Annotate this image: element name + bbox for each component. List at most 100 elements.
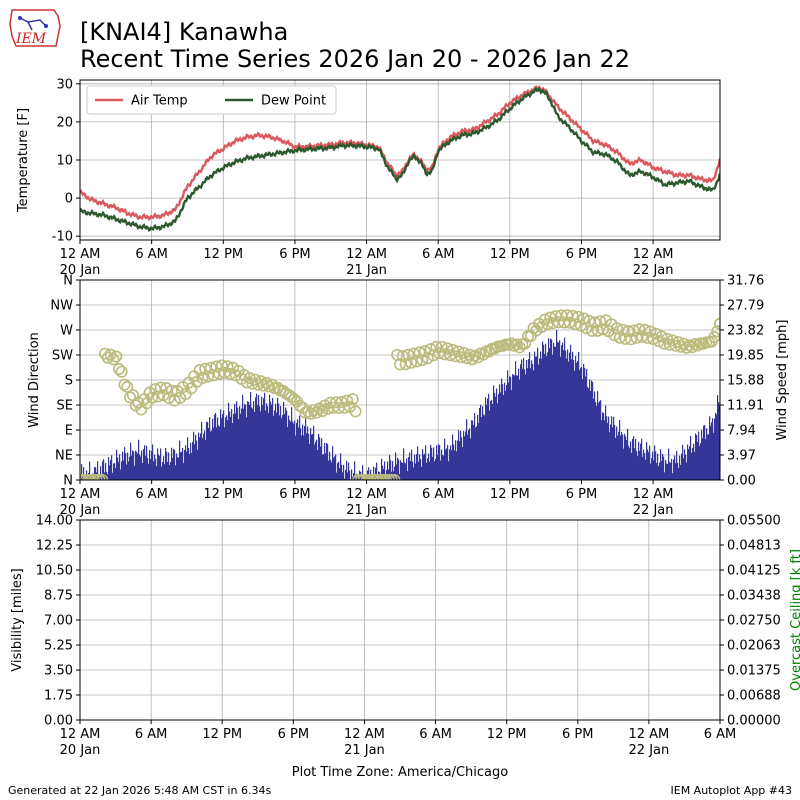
wind-speed-bar	[283, 401, 285, 480]
wind-speed-bar	[211, 430, 213, 480]
wind-speed-bar	[519, 379, 521, 480]
wind-speed-bar	[286, 410, 288, 480]
wind-speed-bar	[432, 456, 434, 480]
wind-speed-bar	[552, 354, 554, 480]
wind-dir-point	[199, 362, 212, 375]
wind-speed-bar	[345, 469, 347, 480]
wind-speed-bar	[555, 346, 557, 480]
chart-subtitle: Recent Time Series 2026 Jan 20 - 2026 Ja…	[80, 45, 631, 73]
wind-xtick-label-0: 12 AM	[60, 487, 101, 502]
wind-speed-bar	[431, 447, 433, 480]
wind-speed-bar	[451, 450, 453, 480]
wind-speed-bar	[583, 363, 585, 480]
wind-speed-bar	[447, 445, 449, 480]
wind-speed-bar	[541, 358, 543, 480]
wind-speed-bar	[281, 418, 283, 480]
temp-ytick-label-1: 0	[65, 192, 73, 207]
wind-dir-point	[221, 360, 234, 373]
wind-speed-bar	[132, 450, 134, 480]
wind-ytick-right-label-8: 31.76	[727, 274, 764, 289]
wind-speed-bar	[472, 420, 474, 480]
wind-speed-bar	[294, 420, 296, 480]
wind-speed-bar	[625, 436, 627, 480]
wind-speed-bar	[716, 414, 718, 480]
wind-speed-bar	[288, 415, 290, 480]
wind-dir-point	[649, 327, 662, 340]
vis-xtick-label-4: 12 AM	[344, 727, 385, 742]
wind-speed-bar	[507, 370, 509, 480]
wind-speed-bar	[546, 356, 548, 480]
wind-speed-bar	[635, 439, 637, 480]
wind-speed-bar	[703, 425, 705, 480]
wind-dir-point	[346, 393, 359, 406]
wind-speed-bar	[441, 449, 443, 480]
wind-speed-bar	[408, 456, 410, 480]
wind-speed-bar	[707, 434, 709, 480]
wind-speed-bar	[173, 448, 175, 480]
wind-speed-bar	[246, 417, 248, 480]
wind-speed-bar	[313, 425, 315, 480]
wind-speed-bar	[593, 398, 595, 480]
legend-label-1: Dew Point	[261, 94, 326, 109]
wind-speed-bar	[134, 465, 136, 480]
wind-speed-bar	[629, 447, 631, 480]
wind-speed-bar	[655, 451, 657, 480]
wind-speed-bar	[347, 472, 349, 480]
wind-speed-bar	[265, 410, 267, 480]
wind-speed-bar	[688, 449, 690, 480]
wind-speed-bar	[460, 430, 462, 480]
wind-ytick-right-label-7: 27.79	[727, 299, 764, 314]
wind-speed-bar	[427, 458, 429, 480]
wind-speed-bar	[585, 376, 587, 480]
wind-speed-bar	[631, 452, 633, 480]
wind-speed-bar	[228, 402, 230, 480]
wind-speed-bar	[327, 444, 329, 480]
vis-ytick-right-label-4: 0.02750	[727, 614, 781, 629]
wind-speed-bar	[362, 465, 364, 480]
temp-xtick-label-2: 12 PM	[203, 247, 243, 262]
wind-speed-bar	[259, 406, 261, 480]
wind-speed-bar	[439, 445, 441, 480]
wind-dir-point	[622, 325, 635, 338]
wind-speed-bar	[578, 351, 580, 480]
wind-speed-bar	[669, 462, 671, 480]
wind-speed-bar	[214, 414, 216, 480]
vis-ytick-label-5: 8.75	[44, 589, 73, 604]
wind-speed-bar	[195, 434, 197, 480]
vis-xtick-sublabel-8: 22 Jan	[629, 743, 670, 758]
wind-speed-bar	[661, 461, 663, 480]
wind-speed-bar	[684, 449, 686, 480]
wind-dir-point	[541, 318, 554, 331]
wind-speed-bar	[274, 410, 276, 480]
wind-dir-point	[126, 389, 139, 402]
wind-dir-point	[332, 401, 345, 414]
wind-speed-bar	[338, 461, 340, 480]
wind-speed-bar	[514, 375, 516, 480]
wind-speed-bar	[429, 461, 431, 480]
wind-speed-bar	[189, 454, 191, 480]
wind-speed-bar	[255, 397, 257, 480]
wind-speed-bar	[647, 449, 649, 480]
wind-speed-bar	[129, 456, 131, 480]
wind-speed-bar	[421, 466, 423, 480]
wind-speed-bar	[108, 457, 110, 480]
wind-speed-bar	[717, 395, 719, 480]
vis-ytick-right-label-1: 0.00688	[727, 689, 781, 704]
wind-speed-bar	[329, 451, 331, 480]
wind-dir-point	[396, 349, 409, 362]
wind-speed-bar	[615, 437, 617, 480]
wind-speed-bar	[142, 462, 144, 480]
vis-xtick-label-8: 12 AM	[628, 727, 669, 742]
wind-speed-bar	[384, 461, 386, 480]
wind-speed-bar	[665, 460, 667, 480]
wind-speed-bar	[494, 392, 496, 480]
temp-ytick-label-0: -10	[52, 230, 73, 245]
wind-speed-bar	[534, 351, 536, 480]
wind-speed-bar	[346, 460, 348, 480]
wind-speed-bar	[97, 461, 99, 480]
wind-speed-bar	[212, 418, 214, 480]
wind-speed-bar	[197, 449, 199, 480]
wind-speed-bar	[390, 460, 392, 480]
wind-speed-bar	[306, 433, 308, 480]
wind-speed-bar	[258, 395, 260, 480]
